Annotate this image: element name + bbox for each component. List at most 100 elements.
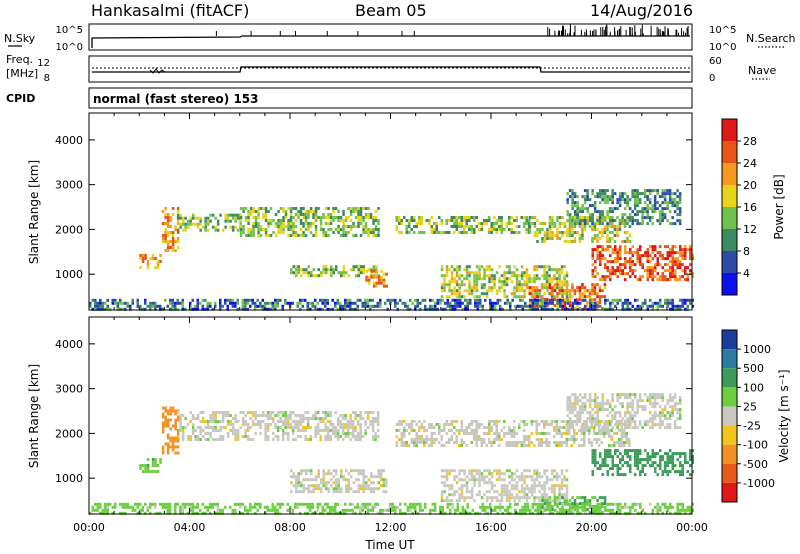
velocity-echo-cell	[631, 402, 634, 406]
power-echo-cell	[540, 274, 544, 278]
velocity-echo-cell	[586, 417, 589, 421]
power-echo-cell	[661, 201, 664, 205]
velocity-echo-cell	[468, 423, 471, 426]
power-echo-cell	[518, 274, 521, 278]
power-echo-cell	[176, 222, 180, 225]
velocity-echo-cell	[171, 445, 175, 449]
power-echo-cell	[583, 307, 587, 311]
velocity-echo-cell	[340, 472, 343, 476]
power-echo-cell	[204, 228, 207, 232]
power-echo-cell	[633, 201, 637, 205]
power-echo-cell	[616, 225, 619, 228]
power-echo-cell	[651, 278, 654, 282]
power-echo-cell	[525, 280, 529, 284]
power-echo-cell	[377, 275, 381, 279]
power-echo-cell	[362, 271, 365, 275]
power-echo-cell	[224, 216, 227, 220]
power-echo-cell	[626, 204, 629, 208]
power-echo-cell	[262, 213, 265, 216]
power-echo-cell	[319, 225, 323, 228]
power-echo-cell	[239, 213, 242, 217]
power-echo-cell	[669, 248, 672, 252]
power-echo-cell	[561, 222, 564, 225]
power-echo-cell	[666, 304, 669, 308]
velocity-echo-cell	[326, 435, 330, 438]
velocity-echo-cell	[329, 435, 332, 438]
velocity-echo-cell	[498, 469, 501, 473]
velocity-echo-cell	[359, 414, 362, 417]
velocity-echo-cell	[473, 469, 476, 473]
power-echo-cell	[603, 195, 607, 199]
power-echo-cell	[282, 210, 285, 213]
velocity-echo-cell	[490, 499, 494, 503]
velocity-echo-cell	[234, 417, 237, 420]
velocity-echo-cell	[154, 461, 157, 464]
power-echo-cell	[613, 225, 617, 228]
power-echo-cell	[691, 298, 694, 302]
velocity-echo-cell	[508, 429, 511, 432]
velocity-echo-cell	[550, 423, 553, 426]
velocity-echo-cell	[433, 441, 436, 444]
power-echo-cell	[668, 198, 672, 202]
power-echo-cell	[485, 222, 488, 225]
power-echo-cell	[666, 278, 669, 282]
velocity-echo-cell	[111, 511, 114, 515]
power-echo-cell	[510, 231, 513, 234]
velocity-echo-cell	[500, 484, 504, 488]
power-echo-cell	[561, 292, 564, 296]
power-echo-cell	[566, 240, 569, 243]
velocity-echo-cell	[307, 487, 310, 491]
velocity-echo-cell	[545, 469, 549, 473]
velocity-echo-cell	[643, 393, 647, 397]
velocity-echo-cell	[666, 452, 669, 456]
velocity-echo-cell	[216, 502, 219, 506]
power-echo-cell	[576, 298, 579, 302]
power-echo-cell	[450, 292, 454, 296]
velocity-echo-cell	[324, 429, 327, 432]
power-echo-cell	[671, 198, 674, 202]
nsearch-label: N.Search	[746, 32, 796, 45]
velocity-echo-cell	[596, 405, 599, 409]
power-echo-cell	[475, 280, 479, 284]
velocity-echo-cell	[631, 408, 634, 412]
velocity-echo-cell	[540, 438, 543, 441]
velocity-echo-cell	[648, 420, 652, 424]
power-echo-cell	[661, 304, 664, 308]
velocity-echo-cell	[535, 426, 538, 429]
velocity-echo-cell	[563, 493, 566, 497]
velocity-echo-cell	[259, 420, 262, 423]
velocity-echo-cell	[377, 481, 380, 485]
velocity-echo-cell	[194, 435, 197, 438]
velocity-echo-cell	[523, 429, 526, 432]
power-echo-cell	[166, 222, 170, 225]
power-echo-cell	[593, 298, 597, 302]
velocity-echo-cell	[371, 438, 375, 441]
power-echo-cell	[458, 268, 461, 272]
power-echo-cell	[458, 286, 461, 290]
power-echo-cell	[676, 251, 679, 255]
velocity-echo-cell	[395, 441, 398, 444]
velocity-echo-cell	[603, 429, 606, 432]
power-echo-cell	[474, 304, 477, 308]
power-echo-cell	[603, 216, 607, 219]
power-echo-cell	[591, 219, 594, 223]
power-echo-cell	[166, 304, 169, 308]
velocity-echo-cell	[359, 438, 362, 441]
power-echo-cell	[469, 298, 472, 302]
power-echo-cell	[641, 210, 644, 214]
velocity-echo-cell	[425, 429, 428, 432]
velocity-echo-cell	[351, 423, 355, 426]
power-echo-cell	[551, 237, 554, 240]
power-echo-cell	[292, 271, 295, 275]
velocity-echo-cell	[548, 444, 551, 447]
power-echo-cell	[466, 307, 469, 311]
power-echo-cell	[264, 213, 268, 216]
power-echo-cell	[606, 216, 609, 219]
velocity-echo-cell	[606, 408, 609, 412]
power-echo-cell	[679, 245, 682, 249]
power-echo-cell	[676, 201, 679, 205]
power-echo-cell	[326, 301, 329, 305]
power-echo-cell	[573, 213, 577, 217]
velocity-echo-cell	[659, 461, 662, 465]
velocity-echo-cell	[671, 411, 674, 415]
